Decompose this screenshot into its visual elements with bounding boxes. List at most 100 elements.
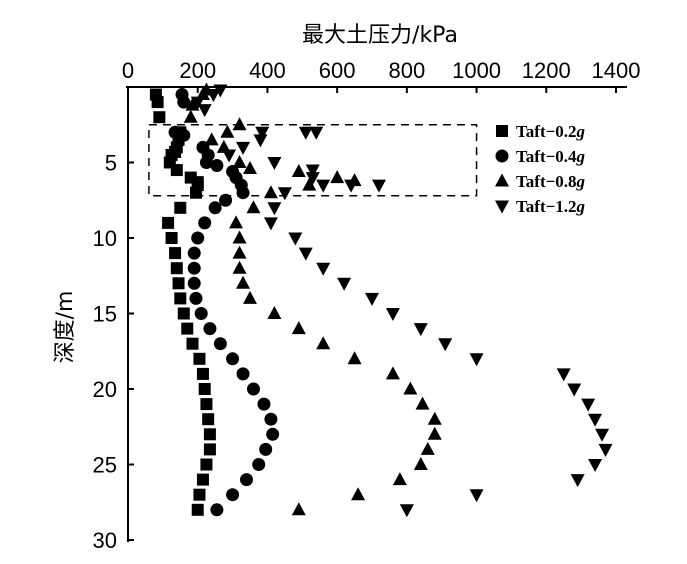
data-point [191, 503, 204, 516]
data-point [219, 193, 233, 207]
data-point [177, 307, 190, 320]
data-point [208, 201, 222, 215]
series-triangle-down [190, 84, 613, 518]
data-point [469, 489, 484, 503]
data-point [598, 443, 613, 457]
data-point [183, 109, 198, 123]
data-point [236, 275, 251, 289]
legend-marker [496, 125, 508, 137]
data-point [347, 351, 362, 365]
data-point [196, 473, 209, 486]
data-point [203, 322, 217, 336]
data-point [305, 164, 320, 178]
legend-label: Taft−0.4g [516, 147, 586, 166]
data-point [267, 202, 282, 216]
y-tick-label: 25 [93, 453, 117, 478]
data-point [189, 291, 203, 305]
series-circle [168, 88, 280, 517]
data-point [420, 441, 435, 455]
data-point [210, 503, 224, 517]
legend-label: Taft−0.8g [516, 172, 586, 191]
data-point [232, 155, 247, 168]
data-point [588, 459, 603, 472]
data-point [427, 411, 442, 425]
series-triangle-up [183, 82, 442, 516]
legend-marker [495, 173, 509, 187]
data-point [165, 232, 178, 244]
data-point [232, 260, 247, 274]
x-tick-label: 400 [249, 58, 286, 83]
data-point [291, 321, 306, 335]
data-point [151, 96, 164, 109]
data-point [199, 156, 213, 169]
data-point [469, 353, 484, 367]
data-point [204, 132, 219, 146]
data-point [172, 277, 185, 290]
data-point [232, 245, 247, 259]
data-point [226, 488, 240, 502]
data-point [267, 306, 282, 319]
data-point [189, 186, 202, 199]
data-point [213, 337, 227, 351]
data-point [288, 232, 303, 246]
data-point [203, 428, 216, 441]
x-tick-label: 1200 [522, 58, 571, 83]
data-point [187, 261, 201, 275]
data-point [229, 215, 244, 229]
data-point [567, 383, 582, 397]
data-point [236, 367, 250, 381]
data-point [588, 413, 603, 427]
data-point [243, 161, 257, 175]
x-tick-label: 800 [388, 58, 425, 83]
data-point [220, 124, 235, 138]
data-point [236, 141, 251, 155]
data-point [202, 413, 215, 426]
data-point [316, 262, 331, 276]
data-point [177, 95, 191, 109]
data-point [403, 381, 418, 395]
data-point [191, 231, 205, 245]
data-point [413, 457, 428, 470]
data-point [252, 458, 266, 471]
data-point [203, 443, 216, 456]
data-point [263, 217, 278, 231]
data-point [316, 179, 331, 193]
data-point [236, 186, 250, 200]
data-point [162, 216, 175, 229]
y-tick-label: 10 [93, 226, 117, 251]
highlight-box [148, 124, 478, 197]
data-point [266, 427, 280, 441]
data-point [264, 412, 278, 426]
data-point [298, 247, 313, 261]
y-tick-label: 30 [93, 528, 117, 553]
data-point [193, 352, 206, 365]
data-point [413, 323, 428, 337]
data-point [181, 322, 194, 335]
data-point [298, 126, 313, 140]
legend-item: Taft−0.8g [495, 172, 586, 191]
data-point [291, 502, 306, 516]
data-point [243, 290, 257, 304]
legend-label: Taft−1.2g [516, 197, 586, 216]
data-point [174, 292, 187, 305]
data-point [255, 126, 270, 140]
data-point [226, 352, 240, 366]
data-point [232, 230, 247, 244]
data-point [330, 170, 345, 184]
data-point [198, 216, 212, 230]
data-point [187, 246, 201, 260]
data-point [185, 97, 200, 111]
data-point [371, 179, 386, 193]
data-point [305, 172, 320, 186]
data-point [174, 201, 187, 214]
data-point [198, 383, 211, 395]
legend-item: Taft−1.2g [495, 197, 586, 216]
x-tick-label: 1000 [452, 58, 501, 83]
data-point [556, 368, 571, 382]
data-point [259, 442, 273, 456]
y-ticks: 5 10 15 20 25 30 [93, 151, 134, 553]
x-tick-label: 200 [179, 58, 216, 83]
data-point [246, 200, 261, 214]
data-point [232, 117, 247, 131]
